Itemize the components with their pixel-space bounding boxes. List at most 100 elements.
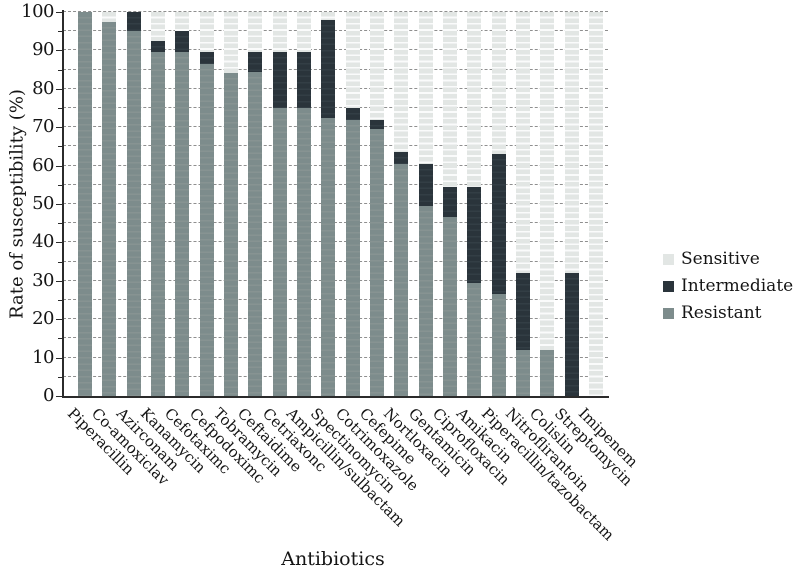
bar-segment-sensitive <box>223 12 238 74</box>
bar-segment-resistant <box>248 71 263 396</box>
bar-segment-intermediate <box>369 119 384 130</box>
bar-segment-resistant <box>296 108 311 396</box>
gridline <box>63 126 608 128</box>
bar-segment-intermediate <box>175 31 190 53</box>
y-major-tick <box>56 50 62 52</box>
bar-segment-sensitive <box>199 12 214 53</box>
x-axis-title: Antibiotics <box>281 548 385 570</box>
bar-segment-resistant <box>102 21 117 396</box>
gridline <box>63 375 608 377</box>
y-major-tick <box>56 319 62 321</box>
y-minor-tick <box>58 261 62 263</box>
gridline <box>63 356 608 358</box>
bar-segment-sensitive <box>588 12 603 396</box>
bar-segment-resistant <box>442 217 457 396</box>
bar-segment-sensitive <box>296 12 311 53</box>
y-tick-label: 0 <box>43 385 54 406</box>
y-major-tick <box>56 396 62 397</box>
y-minor-tick <box>58 338 62 340</box>
y-major-tick <box>56 280 62 282</box>
bar-segment-sensitive <box>175 12 190 32</box>
y-tick-label: 100 <box>21 1 54 22</box>
bar-segment-intermediate <box>491 154 506 295</box>
gridline <box>63 241 608 243</box>
bar-segment-intermediate <box>564 273 579 396</box>
legend: Sensitive Intermediate Resistant <box>663 248 793 329</box>
y-tick-label: 90 <box>32 39 54 61</box>
legend-item-sensitive: Sensitive <box>663 248 793 270</box>
bar-segment-resistant <box>394 163 409 396</box>
y-major-tick <box>56 204 62 205</box>
bar-segment-sensitive <box>564 12 579 274</box>
y-tick-label: 30 <box>32 269 54 291</box>
bar-segment-resistant <box>175 52 190 396</box>
bar-segment-intermediate <box>296 52 311 108</box>
y-minor-tick <box>58 223 62 225</box>
bar-segment-resistant <box>491 294 506 396</box>
bar-segment-sensitive <box>345 12 360 108</box>
bar-segment-resistant <box>150 52 165 396</box>
y-tick-label: 70 <box>32 116 54 138</box>
y-major-tick <box>56 127 62 129</box>
bar-segment-resistant <box>78 12 92 396</box>
legend-item-resistant: Resistant <box>663 302 793 324</box>
gridline <box>63 107 608 108</box>
bar-segment-intermediate <box>321 19 336 118</box>
bar-segment-intermediate <box>418 163 433 206</box>
bar-segment-resistant <box>467 282 482 396</box>
legend-swatch-sensitive <box>663 253 674 265</box>
bar-segment-resistant <box>223 73 238 396</box>
legend-label: Sensitive <box>681 249 760 269</box>
y-tick-label: 40 <box>32 231 54 253</box>
bar-segment-intermediate <box>442 186 457 218</box>
gridline <box>63 203 608 204</box>
gridline <box>63 68 608 70</box>
bar-segment-intermediate <box>345 108 360 120</box>
y-major-tick <box>56 242 62 244</box>
bar-segment-sensitive <box>248 12 263 53</box>
gridline <box>63 260 608 262</box>
gridline <box>63 145 608 147</box>
legend-label: Intermediate <box>681 276 794 296</box>
y-major-tick <box>56 12 62 13</box>
bar-segment-resistant <box>369 129 384 396</box>
bar-segment-resistant <box>540 349 555 396</box>
y-major-tick <box>56 165 62 167</box>
bar-segment-intermediate <box>467 186 482 283</box>
bar-segment-sensitive <box>394 12 409 153</box>
bar-segment-intermediate <box>126 12 141 32</box>
y-major-tick <box>56 88 62 90</box>
y-tick-label: 80 <box>32 77 54 99</box>
gridline <box>63 222 608 224</box>
bar-segment-sensitive <box>150 12 165 41</box>
bar-segment-resistant <box>345 119 360 396</box>
gridline <box>63 30 608 32</box>
bar-segment-intermediate <box>272 52 287 108</box>
bar-segment-sensitive <box>515 12 530 274</box>
legend-swatch-resistant <box>663 307 674 319</box>
y-tick-label: 10 <box>32 346 54 368</box>
y-minor-tick <box>58 300 62 301</box>
bar-segment-intermediate <box>199 52 214 64</box>
y-minor-tick <box>58 31 62 33</box>
bar-segment-resistant <box>126 31 141 396</box>
legend-swatch-intermediate <box>663 280 674 292</box>
bar-segment-resistant <box>515 349 530 396</box>
gridline <box>63 279 608 281</box>
bar-segment-sensitive <box>272 12 287 53</box>
y-minor-tick <box>58 146 62 148</box>
gridline <box>63 164 608 166</box>
gridline <box>63 87 608 89</box>
bar-segment-resistant <box>199 63 214 396</box>
gridline <box>63 337 608 339</box>
plot-area <box>63 11 608 396</box>
bar-segment-resistant <box>272 108 287 396</box>
bar-segment-intermediate <box>248 52 263 72</box>
y-minor-tick <box>58 69 62 71</box>
bar-segment-intermediate <box>150 40 165 53</box>
bar-segment-sensitive <box>467 12 482 187</box>
bar-segment-sensitive <box>102 12 117 22</box>
bar-segment-sensitive <box>418 12 433 164</box>
gridline <box>63 299 608 300</box>
